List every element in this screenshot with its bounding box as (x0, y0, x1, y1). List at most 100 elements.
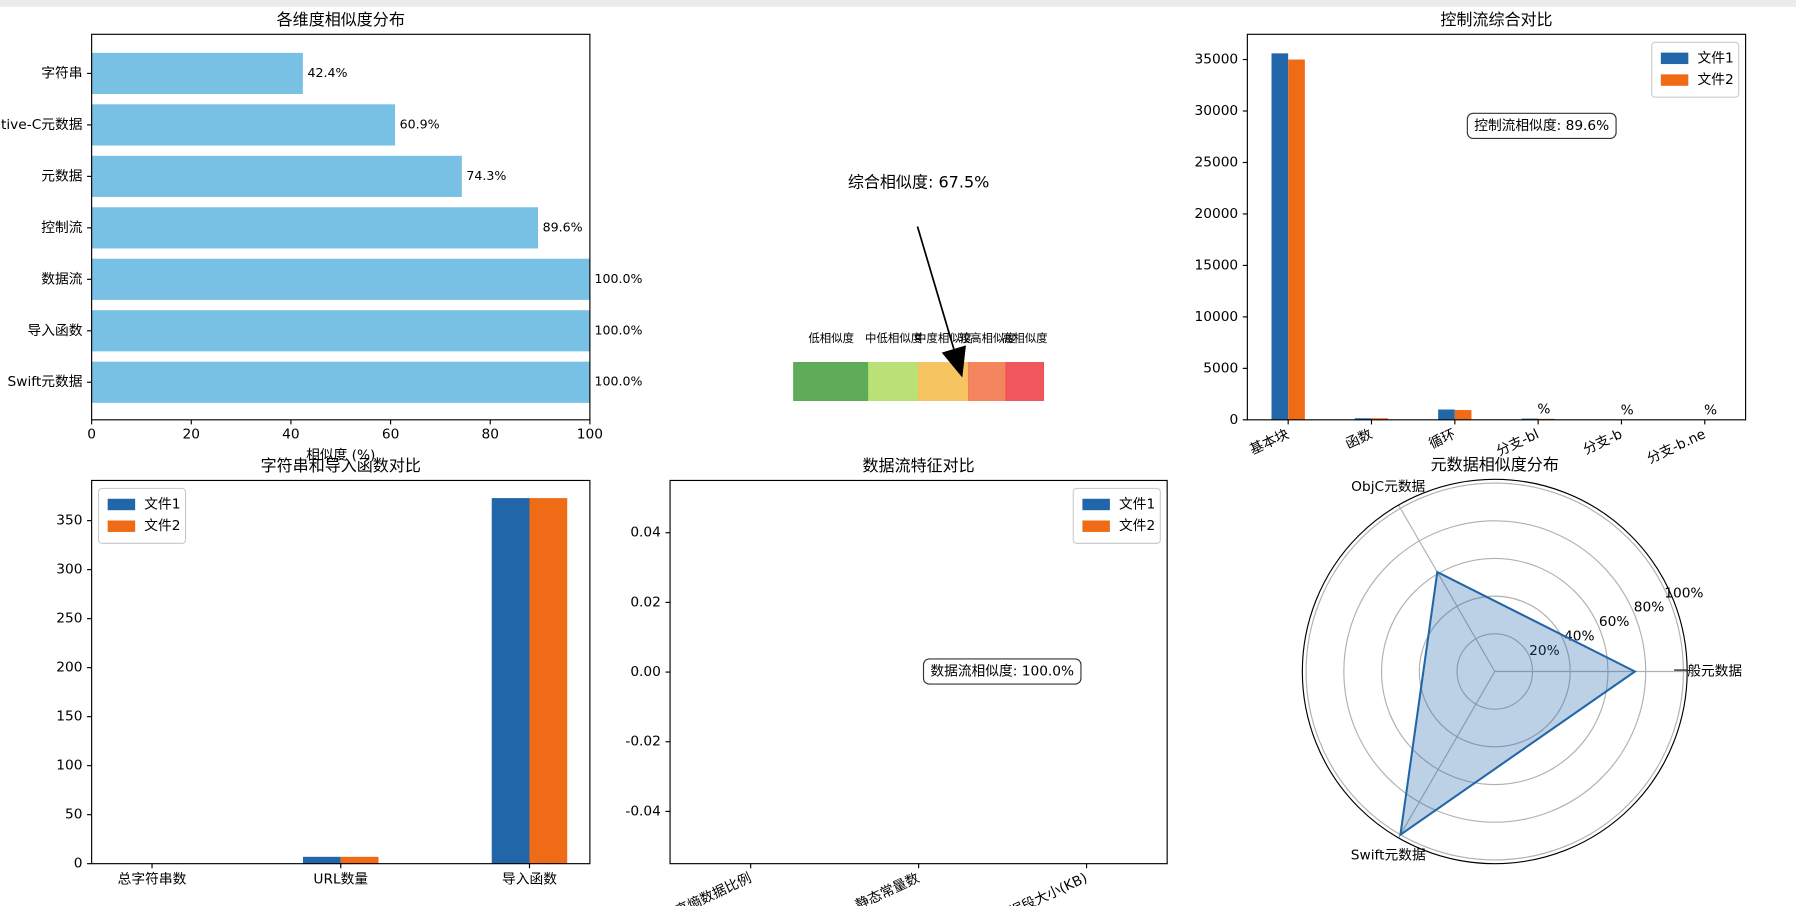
legend-swatch (1082, 498, 1110, 511)
bar (1454, 410, 1472, 420)
y-tick-label: -0.02 (625, 734, 661, 750)
bar (91, 155, 462, 197)
band-label: 中低相似度 (865, 331, 922, 345)
value-label: 100.0% (594, 374, 642, 389)
value-label: 89.6% (543, 219, 583, 234)
legend-label: 文件2 (1119, 518, 1155, 534)
y-tick-label: Objective-C元数据 (0, 117, 83, 133)
chart-title: 各维度相似度分布 (277, 10, 405, 29)
category-label: 一般元数据 (1673, 663, 1742, 679)
y-tick-label: 导入函数 (28, 323, 83, 339)
y-tick-label: 0.02 (630, 594, 661, 610)
band-label: 中度相似度 (915, 331, 972, 345)
bar (529, 498, 568, 864)
r-tick-label: 100% (1664, 585, 1703, 601)
y-tick-label: 10000 (1195, 309, 1239, 325)
x-tick-label: 0 (87, 427, 96, 443)
grid-spoke (1398, 504, 1496, 672)
legend-swatch (1660, 52, 1689, 65)
y-tick-label: 300 (56, 562, 82, 578)
y-tick-label: 0.04 (630, 525, 661, 541)
y-tick-label: 50 (65, 807, 82, 823)
y-tick-label: 20000 (1195, 206, 1239, 222)
value-label: 74.3% (466, 168, 506, 183)
bar (91, 258, 590, 300)
x-axis-label: 相似度 (%) (306, 447, 375, 463)
bar (1354, 418, 1372, 420)
y-tick-label: 5000 (1203, 360, 1238, 376)
bar (491, 498, 530, 864)
y-tick-label: 0.00 (630, 664, 661, 680)
bar (340, 856, 379, 864)
gauge-band (967, 362, 1007, 401)
band-label: 高相似度 (1002, 331, 1048, 345)
x-tick-label: URL数量 (313, 872, 368, 888)
bar (1271, 53, 1289, 420)
x-tick-label: 40 (282, 427, 299, 443)
legend-swatch (107, 498, 136, 511)
annotation: 数据流相似度: 100.0% (930, 663, 1074, 679)
annotation: 控制流相似度: 89.6% (1474, 118, 1609, 134)
value-label: 100.0% (594, 271, 642, 286)
legend-label: 文件2 (1697, 72, 1733, 88)
bar (91, 361, 590, 403)
chart-title: 字符串和导入函数对比 (261, 456, 421, 475)
legend-swatch (107, 520, 136, 532)
bar-label: % (1704, 403, 1717, 419)
x-tick-label: 函数 (1343, 426, 1375, 452)
legend-swatch (1660, 74, 1689, 86)
y-tick-label: 15000 (1195, 257, 1239, 273)
chart-title: 元数据相似度分布 (1431, 455, 1559, 474)
top-strip (0, 0, 1796, 7)
bar-label: % (1621, 403, 1634, 419)
legend-label: 文件1 (1697, 50, 1733, 66)
polar-frame (1301, 478, 1688, 865)
value-label: 100.0% (594, 322, 642, 337)
y-tick-label: 数据流 (41, 271, 82, 287)
y-tick-label: 0 (1229, 412, 1238, 428)
bar (91, 310, 590, 352)
chart-title: 控制流综合对比 (1440, 10, 1552, 29)
r-tick-label: 20% (1529, 643, 1560, 659)
annotation-box (1466, 112, 1617, 139)
annotation-box (922, 658, 1082, 685)
gauge-band (793, 362, 870, 401)
bar (303, 856, 341, 864)
y-tick-label: 30000 (1195, 103, 1239, 119)
category-label: Swift元数据 (1351, 848, 1426, 864)
y-tick-label: 100 (56, 758, 82, 774)
y-tick-label: 控制流 (41, 220, 82, 236)
chart-title: 数据流特征对比 (863, 456, 975, 475)
legend-label: 文件1 (1119, 496, 1155, 512)
x-tick-label: 60 (382, 427, 399, 443)
x-tick-label: 总字符串数 (118, 872, 187, 888)
bar (1438, 409, 1455, 420)
gauge-annotation: 综合相似度: 67.5% (848, 173, 990, 192)
band-label: 低相似度 (808, 331, 854, 345)
bar (91, 207, 539, 249)
legend-label: 文件2 (144, 518, 180, 534)
x-tick-label: 数据段大小(KB) (995, 870, 1090, 906)
x-tick-label: 80 (481, 427, 498, 443)
r-tick-label: 80% (1634, 600, 1665, 616)
gauge-band (1005, 362, 1045, 401)
legend-label: 文件1 (144, 496, 180, 512)
value-label: 60.9% (400, 116, 440, 131)
y-tick-label: 25000 (1195, 154, 1239, 170)
x-tick-label: 分支-b.ne (1645, 426, 1709, 467)
category-label: ObjC元数据 (1351, 479, 1425, 495)
x-tick-label: 导入函数 (502, 872, 557, 888)
grid-spoke (1398, 671, 1496, 839)
bar (1288, 59, 1305, 420)
bar (91, 52, 303, 95)
gauge-pointer-head (941, 345, 966, 378)
gauge-pointer (916, 226, 955, 350)
r-tick-label: 60% (1599, 614, 1630, 630)
x-tick-label: 20 (183, 427, 200, 443)
radar-area (1399, 570, 1637, 837)
x-tick-label: 循环 (1427, 426, 1459, 452)
x-tick-label: 高熵数据比例 (672, 869, 754, 906)
x-tick-label: 静态常量数 (853, 870, 922, 906)
